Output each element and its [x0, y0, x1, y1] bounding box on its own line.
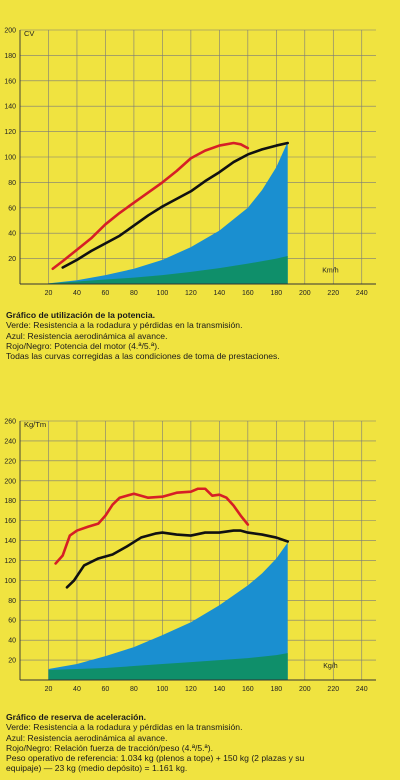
y-tick-label: 180: [4, 498, 16, 505]
y-axis-label: CV: [24, 29, 34, 38]
caption-line: Verde: Resistencia a la rodadura y pérdi…: [6, 320, 243, 331]
y-tick-label: 140: [4, 104, 16, 111]
x-tick-label: 200: [299, 686, 311, 693]
y-tick-label: 140: [4, 538, 16, 545]
y-tick-label: 260: [4, 419, 16, 426]
x-tick-label: 80: [130, 290, 138, 297]
x-tick-label: 220: [327, 290, 339, 297]
x-axis-label: Km/h: [322, 267, 338, 274]
caption-line: equipaje) — 23 kg (medio depósito) = 1.1…: [6, 763, 188, 774]
x-tick-label: 100: [157, 686, 169, 693]
x-tick-label: 100: [157, 290, 169, 297]
x-tick-label: 180: [270, 686, 282, 693]
power-chart-caption: Gráfico de utilización de la potencia. V…: [6, 310, 394, 361]
blue-series-area: [48, 542, 288, 680]
x-tick-label: 220: [327, 686, 339, 693]
x-tick-label: 120: [185, 290, 197, 297]
x-tick-label: 80: [130, 686, 138, 693]
y-tick-label: 220: [4, 458, 16, 465]
y-tick-label: 80: [8, 598, 16, 605]
red-series-line: [54, 487, 250, 565]
x-tick-label: 240: [356, 290, 368, 297]
y-tick-label: 40: [8, 231, 16, 238]
caption-line: Rojo/Negro: Potencia del motor (4.ª/5.ª)…: [6, 340, 160, 351]
y-tick-label: 20: [8, 256, 16, 263]
y-tick-label: 200: [4, 28, 16, 35]
y-tick-label: 40: [8, 638, 16, 645]
green-series-area: [48, 653, 288, 680]
acceleration-chart: 20 40 60 80 100 120 140 160 180 200 220 240 260 20 40 6…: [0, 398, 400, 698]
acceleration-chart-caption: Gráfico de reserva de aceleración. Verde…: [6, 712, 394, 774]
y-tick-label: 120: [4, 129, 16, 136]
x-axis-label: Kg/h: [323, 663, 338, 670]
caption-title: Gráfico de utilización de la potencia.: [6, 310, 155, 320]
caption-line: Azul: Resistencia aerodinámica al avance…: [6, 732, 168, 743]
green-series-area: [48, 256, 288, 284]
y-tick-label: 160: [4, 78, 16, 85]
x-tick-label: 180: [270, 290, 282, 297]
caption-line: Peso operativo de referencia: 1.034 kg (…: [6, 753, 305, 764]
y-tick-label: 160: [4, 518, 16, 525]
x-tick-label: 240: [356, 686, 368, 693]
red-series-line: [51, 141, 250, 271]
caption-line: Rojo/Negro: Relación fuerza de tracción/…: [6, 742, 213, 753]
y-tick-label: 120: [4, 558, 16, 565]
x-tick-label: 60: [102, 686, 110, 693]
y-axis-label: Kg/Tm: [24, 420, 46, 429]
x-tick-label: 140: [214, 686, 226, 693]
power-chart-svg: 20 40 60 80 100 120 140 160 180 200 20 40 60 80 100 120…: [4, 28, 376, 297]
x-tick-label: 200: [299, 290, 311, 297]
y-tick-label: 100: [4, 578, 16, 585]
x-tick-label: 120: [185, 686, 197, 693]
acceleration-chart-svg: 20 40 60 80 100 120 140 160 180 200 220 240 260 20 40 6…: [4, 419, 376, 693]
y-tick-label: 240: [4, 438, 16, 445]
x-tick-label: 20: [45, 290, 53, 297]
y-tick-label: 20: [8, 658, 16, 665]
y-tick-label: 60: [8, 618, 16, 625]
x-tick-label: 60: [102, 290, 110, 297]
black-series-line: [61, 141, 290, 269]
caption-line: Todas las curvas corregidas a las condic…: [6, 351, 280, 362]
black-series-line: [65, 529, 290, 589]
x-tick-label: 20: [45, 686, 53, 693]
power-chart: 20 40 60 80 100 120 140 160 180 200 20 40 60 80 100 120…: [0, 0, 400, 300]
x-tick-label: 40: [73, 686, 81, 693]
y-tick-label: 100: [4, 155, 16, 162]
caption-title: Gráfico de reserva de aceleración.: [6, 712, 146, 722]
y-tick-label: 80: [8, 180, 16, 187]
y-tick-label: 60: [8, 205, 16, 212]
x-tick-label: 160: [242, 290, 254, 297]
x-tick-label: 40: [73, 290, 81, 297]
y-tick-label: 180: [4, 53, 16, 60]
caption-line: Verde: Resistencia a la rodadura y pérdi…: [6, 722, 243, 733]
blue-series-area: [48, 141, 288, 284]
x-tick-label: 140: [214, 290, 226, 297]
x-tick-label: 160: [242, 686, 254, 693]
y-tick-label: 200: [4, 478, 16, 485]
caption-line: Azul: Resistencia aerodinámica al avance…: [6, 330, 168, 341]
